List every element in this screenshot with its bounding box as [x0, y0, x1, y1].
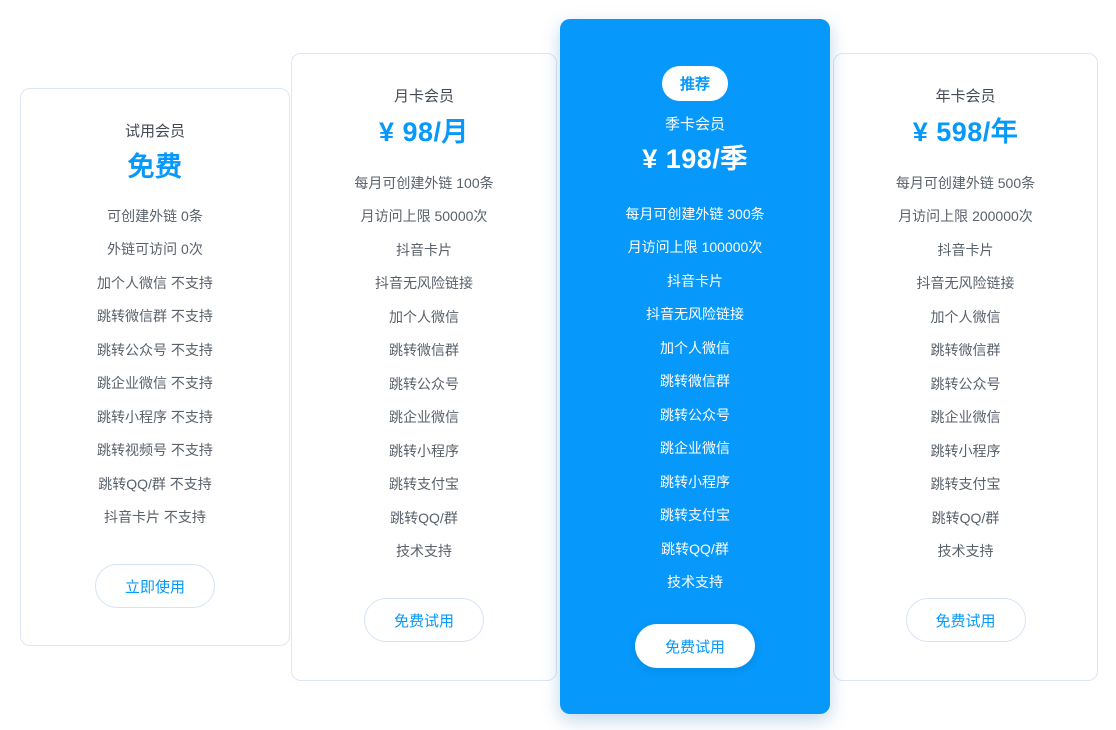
plan-feature: 跳企业微信 不支持 — [97, 375, 213, 392]
plan-price: 免费 — [127, 152, 183, 182]
plan-feature-list: 每月可创建外链 500条 月访问上限 200000次 抖音卡片抖音无风险链接 加个人微… — [896, 166, 1035, 568]
plan-feature: 跳转支付宝 — [660, 507, 730, 524]
plan-feature: 抖音卡片 — [396, 241, 452, 258]
plan-header: 月卡会员 ¥ 98/月 — [379, 87, 469, 148]
plan-feature: 技术支持 — [937, 543, 994, 560]
plan-feature: 加个人微信 — [389, 308, 459, 325]
plan-feature: 每月可创建外链 100条 — [354, 174, 494, 191]
plan-title: 季卡会员 — [664, 116, 725, 133]
plan-feature: 跳转小程序 — [660, 473, 730, 490]
plan-header: 季卡会员 ¥ 198/季 — [642, 115, 748, 175]
plan-feature: 跳企业微信 — [930, 409, 1001, 426]
plan-feature: 技术支持 — [667, 574, 723, 591]
plan-feature: 月访问上限 100000次 — [627, 239, 763, 256]
plan-feature: 跳企业微信 — [660, 440, 730, 457]
pricing-card-yearly: 年卡会员 ¥ 598/年 每月可创建外链 500条 月访问上限 200000次 抖音… — [833, 53, 1098, 681]
plan-feature: 可创建外链 0条 — [107, 207, 203, 224]
plan-feature: 跳转微信群 — [930, 342, 1001, 359]
plan-feature-list: 每月可创建外链 300条 月访问上限 100000次 抖音卡片抖音无风险链接 加个人微… — [625, 197, 764, 599]
plan-feature: 跳转公众号 — [389, 375, 459, 392]
plan-feature: 加个人微信 不支持 — [97, 274, 213, 291]
plan-feature: 跳企业微信 — [389, 409, 459, 426]
plan-feature: 月访问上限 200000次 — [898, 208, 1033, 225]
plan-feature: 跳转小程序 — [389, 442, 459, 459]
cta-button[interactable]: 免费试用 — [635, 624, 755, 668]
plan-feature: 加个人微信 — [660, 339, 730, 356]
plan-title: 试用会员 — [124, 123, 185, 140]
plan-feature: 跳转支付宝 — [389, 476, 459, 493]
plan-feature: 抖音卡片 不支持 — [104, 509, 206, 526]
plan-feature: 技术支持 — [396, 543, 452, 560]
plan-feature: 跳转微信群 不支持 — [97, 308, 213, 325]
plan-feature: 抖音无风险链接 — [375, 275, 473, 292]
plan-header: 试用会员 免费 — [125, 122, 185, 183]
plan-price: ¥ 98/月 — [378, 117, 470, 147]
plan-feature: 每月可创建外链 500条 — [895, 174, 1036, 191]
plan-feature: 跳转小程序 — [930, 442, 1001, 459]
recommended-badge: 推荐 — [662, 66, 728, 101]
plan-feature-list: 每月可创建外链 100条 月访问上限 50000次 抖音卡片抖音无风险链接 加个人微信… — [354, 166, 493, 568]
pricing-card-trial: 试用会员 免费 可创建外链 0条 外链可访问 0次 加个人微信 不支持 跳转微信群 不… — [20, 88, 290, 646]
plan-feature: 抖音无风险链接 — [646, 306, 744, 323]
cta-button[interactable]: 立即使用 — [95, 564, 215, 608]
plan-feature: 跳转公众号 — [660, 406, 730, 423]
plan-header: 年卡会员 ¥ 598/年 — [913, 87, 1019, 148]
plan-feature-list: 可创建外链 0条 外链可访问 0次 加个人微信 不支持 跳转微信群 不支持 跳转公众号 … — [97, 199, 213, 534]
plan-title: 月卡会员 — [393, 88, 454, 105]
pricing-card-quarterly-recommended: 推荐 季卡会员 ¥ 198/季 每月可创建外链 300条 月访问上限 100000… — [560, 19, 830, 714]
plan-feature: 抖音无风险链接 — [916, 275, 1015, 292]
plan-feature: 跳转视频号 不支持 — [97, 442, 213, 459]
plan-feature: 跳转QQ/群 — [931, 509, 1000, 526]
plan-price: ¥ 198/季 — [642, 144, 748, 174]
plan-feature: 抖音卡片 — [667, 272, 723, 289]
plan-feature: 跳转QQ/群 — [661, 540, 729, 557]
plan-price: ¥ 598/年 — [912, 117, 1019, 147]
plan-feature: 加个人微信 — [930, 308, 1001, 325]
plan-feature: 跳转微信群 — [660, 373, 730, 390]
plan-feature: 跳转支付宝 — [930, 476, 1001, 493]
pricing-card-monthly: 月卡会员 ¥ 98/月 每月可创建外链 100条 月访问上限 50000次 抖音卡片… — [291, 53, 557, 681]
plan-title: 年卡会员 — [935, 88, 996, 105]
plan-feature: 跳转QQ/群 — [390, 509, 458, 526]
plan-feature: 跳转公众号 — [930, 375, 1001, 392]
plan-feature: 跳转小程序 不支持 — [97, 408, 213, 425]
plan-feature: 外链可访问 0次 — [107, 241, 203, 258]
plan-feature: 跳转公众号 不支持 — [97, 341, 213, 358]
plan-feature: 抖音卡片 — [937, 241, 994, 258]
plan-feature: 跳转微信群 — [389, 342, 459, 359]
plan-feature: 跳转QQ/群 不支持 — [98, 475, 212, 492]
plan-feature: 月访问上限 50000次 — [360, 208, 488, 225]
cta-button[interactable]: 免费试用 — [364, 598, 484, 642]
plan-feature: 每月可创建外链 300条 — [625, 205, 765, 222]
cta-button[interactable]: 免费试用 — [905, 598, 1026, 642]
